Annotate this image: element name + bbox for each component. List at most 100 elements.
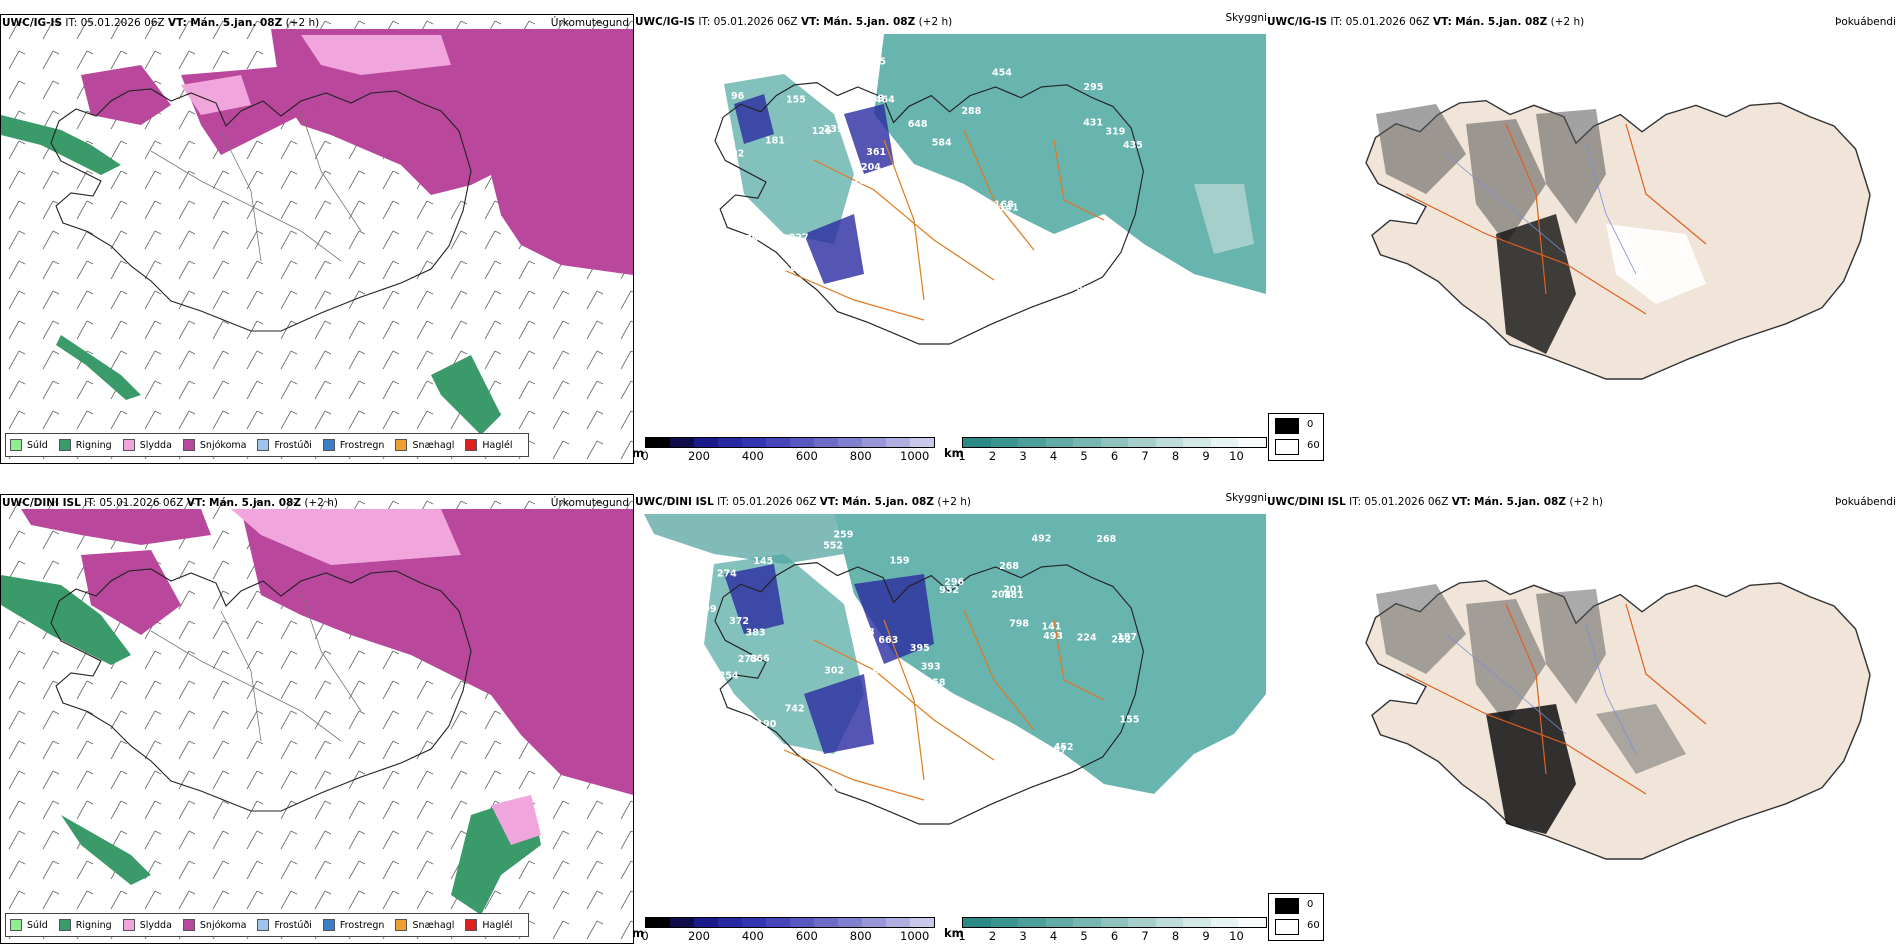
cloud-type-title-1: Skyggni bbox=[1225, 12, 1268, 24]
colorbar-swatch bbox=[1238, 918, 1267, 927]
precip-type-title-1: Úrkomutegund bbox=[550, 17, 629, 29]
colorbar-tick-label: 10 bbox=[1229, 449, 1244, 463]
cloud-type-title-2: Skyggni bbox=[1225, 492, 1268, 504]
cloud-base-unit-1: m bbox=[632, 446, 644, 460]
colorbar-swatch bbox=[963, 438, 991, 447]
fog-panel-2: UWC/DINI ISL IT: 05.01.2026 06Z VT: Mán.… bbox=[1266, 494, 1900, 944]
colorbar-swatch bbox=[1155, 918, 1184, 927]
colorbar-swatch bbox=[694, 438, 718, 447]
cloud-base-label: 440 bbox=[974, 727, 994, 738]
cloud-base-label: 998 bbox=[1076, 285, 1096, 296]
precip-type-title-2: Úrkomutegund bbox=[550, 497, 629, 509]
colorbar-swatch bbox=[1045, 918, 1074, 927]
fog-area-north bbox=[1376, 584, 1606, 724]
cloud-base-label: 359 bbox=[895, 772, 915, 783]
cloud-base-colorbar-2: 0 200 400 600 800 1000 bbox=[641, 917, 935, 943]
visibility-colorbar-swatches bbox=[962, 437, 1267, 448]
cloud-base-label: 155 bbox=[786, 95, 806, 106]
cloud-base-label: 181 bbox=[1004, 590, 1024, 601]
fog-legend-dark-swatch bbox=[1275, 418, 1299, 434]
cloud-base-colorbar-swatches bbox=[645, 917, 935, 928]
cloud-base-label: 259 bbox=[834, 529, 854, 540]
cloud-base-label: 361 bbox=[866, 147, 886, 158]
cloud-base-label: 393 bbox=[921, 661, 941, 672]
low-visibility-area bbox=[874, 34, 1266, 294]
cloud-base-label: 383 bbox=[746, 628, 766, 639]
cloud-base-label: 724 bbox=[931, 784, 951, 795]
colorbar-tick-label: 5 bbox=[1080, 449, 1088, 463]
fog-title-1: UWC/IG-IS IT: 05.01.2026 06Z VT: Mán. 5.… bbox=[1267, 16, 1585, 28]
cloud-base-label: 181 bbox=[765, 135, 785, 146]
colorbar-swatch bbox=[1100, 438, 1129, 447]
colorbar-swatch bbox=[1183, 918, 1211, 927]
rain-area-west bbox=[1, 115, 121, 175]
cloud-base-label: 155 bbox=[1120, 714, 1140, 725]
cloud-base-label: 254 bbox=[719, 671, 739, 682]
snow-area bbox=[271, 29, 633, 275]
visibility-colorbar-ticks: 1 2 3 4 5 6 7 8 9 10 bbox=[958, 929, 1267, 943]
cloud-title-2: UWC/DINI ISL IT: 05.01.2026 06Z VT: Mán.… bbox=[635, 496, 971, 508]
legend-item-drizzle: Súld bbox=[10, 919, 48, 931]
cloud-base-colorbar-ticks: 0 200 400 600 800 1000 bbox=[641, 449, 935, 463]
cloud-map-2: 259 268 252 951 358 866 274 204 254 952 395 600 552 3… bbox=[644, 514, 1266, 825]
cloud-base-label: 168 bbox=[994, 200, 1014, 211]
fog-area-central bbox=[1486, 704, 1576, 834]
cloud-panel-2: 259 268 252 951 358 866 274 204 254 952 395 600 552 3… bbox=[634, 492, 1268, 944]
cloud-base-label: 648 bbox=[908, 119, 928, 130]
colorbar-tick-label: 4 bbox=[1049, 929, 1058, 943]
cloud-base-label: 367 bbox=[787, 282, 807, 293]
cloud-base-label: 145 bbox=[753, 556, 773, 567]
cloud-labels-2: 259 268 252 951 358 866 274 204 254 952 395 600 552 3… bbox=[697, 529, 1140, 795]
visibility-unit-1: km bbox=[944, 446, 964, 460]
cloud-base-label: 127 bbox=[967, 225, 987, 236]
cloud-base-label: 742 bbox=[785, 703, 805, 714]
colorbar-swatch bbox=[862, 438, 886, 447]
cloud-base-label: 754 bbox=[942, 783, 962, 794]
legend-item-freezing-drizzle: Frostúði bbox=[257, 439, 312, 451]
colorbar-swatch bbox=[814, 438, 838, 447]
rain-area-south bbox=[56, 335, 141, 400]
cloud-labels-1: 998 302 295 198 288 223 338 648 779 239 985 851 464 5… bbox=[707, 56, 1143, 310]
fog-panel-1: UWC/IG-IS IT: 05.01.2026 06Z VT: Mán. 5.… bbox=[1266, 14, 1900, 464]
cloud-base-label: 454 bbox=[992, 67, 1012, 78]
colorbar-swatch bbox=[790, 438, 814, 447]
colorbar-swatch bbox=[1128, 438, 1156, 447]
colorbar-swatch bbox=[646, 918, 670, 927]
clear-area-east bbox=[1606, 224, 1706, 304]
colorbar-swatch bbox=[694, 918, 718, 927]
colorbar-swatch bbox=[814, 918, 838, 927]
cloud-base-label: 209 bbox=[911, 299, 931, 310]
fog-map-1 bbox=[1365, 99, 1871, 380]
cloud-base-label: 268 bbox=[1096, 534, 1116, 545]
colorbar-swatch bbox=[1100, 918, 1129, 927]
precip-title-1: UWC/IG-IS IT: 05.01.2026 06Z VT: Mán. 5.… bbox=[2, 17, 320, 29]
colorbar-swatch bbox=[838, 438, 862, 447]
colorbar-swatch bbox=[1128, 918, 1156, 927]
fog-legend-light-swatch bbox=[1275, 439, 1299, 455]
fog-area-central bbox=[1496, 214, 1576, 354]
fog-legend-light-label: 60 bbox=[1307, 920, 1320, 931]
cloud-panel-1: 998 302 295 198 288 223 338 648 779 239 985 851 464 5… bbox=[634, 12, 1268, 464]
cloud-base-label: 464 bbox=[875, 94, 895, 105]
low-visibility-area bbox=[834, 514, 1266, 794]
colorbar-swatch bbox=[862, 918, 886, 927]
colorbar-tick-label: 10 bbox=[1229, 929, 1244, 943]
cloud-base-label: 143 bbox=[830, 784, 850, 795]
colorbar-tick-label: 8 bbox=[1171, 929, 1180, 943]
colorbar-tick-label: 1000 bbox=[900, 449, 930, 463]
cloud-base-label: 435 bbox=[1123, 140, 1143, 151]
colorbar-swatch bbox=[718, 918, 742, 927]
cloud-base-label: 493 bbox=[1043, 631, 1063, 642]
cloud-base-label: 302 bbox=[824, 666, 844, 677]
rain-area-southeast bbox=[431, 355, 501, 435]
colorbar-swatch bbox=[1238, 438, 1267, 447]
legend-item-rain: Rigning bbox=[58, 439, 112, 451]
legend-item-rain: Rigning bbox=[58, 919, 112, 931]
cloud-base-label: 224 bbox=[1077, 632, 1097, 643]
colorbar-tick-label: 7 bbox=[1141, 449, 1149, 463]
colorbar-tick-label: 2 bbox=[988, 449, 997, 463]
colorbar-tick-label: 9 bbox=[1202, 449, 1210, 463]
visibility-colorbar-2: 1 2 3 4 5 6 7 8 9 10 bbox=[958, 917, 1267, 943]
colorbar-tick-label: 0 bbox=[641, 929, 649, 943]
cloud-base-label: 452 bbox=[1054, 742, 1074, 753]
